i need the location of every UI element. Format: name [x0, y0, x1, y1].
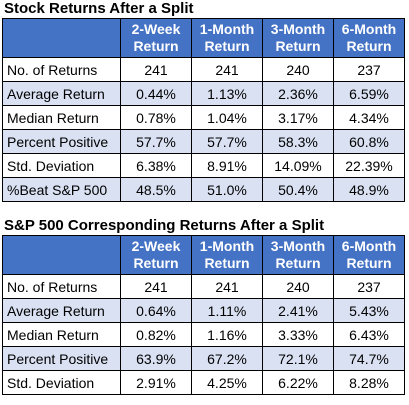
table-cell: 1.16% — [191, 322, 263, 347]
stock-returns-table: 2-Week Return 1-Month Return 3-Month Return 6-… — [2, 18, 405, 202]
sp500-returns-section: S&P 500 Corresponding Returns After a Sp… — [2, 217, 405, 395]
column-header: 1-Month Return — [191, 235, 263, 275]
table-cell: 1.04% — [191, 105, 263, 130]
row-label: Std. Deviation — [2, 153, 121, 178]
table-cell: 14.09% — [262, 153, 334, 178]
column-header: 3-Month Return — [262, 18, 334, 58]
header-row: 2-Week Return 1-Month Return 3-Month Return 6-… — [2, 18, 405, 58]
table-cell: 74.7% — [333, 346, 405, 371]
sp500-returns-table: 2-Week Return 1-Month Return 3-Month Return 6-… — [2, 235, 405, 395]
table-cell: 60.8% — [333, 129, 405, 154]
table-cell: 3.33% — [262, 322, 334, 347]
table-cell: 241 — [191, 57, 263, 82]
row-label: Std. Deviation — [2, 370, 121, 395]
table-cell: 0.64% — [120, 298, 192, 323]
column-header: 3-Month Return — [262, 235, 334, 275]
row-label: Percent Positive — [2, 129, 121, 154]
table-cell: 1.11% — [191, 298, 263, 323]
table-cell: 240 — [262, 57, 334, 82]
row-label: No. of Returns — [2, 274, 121, 299]
table-cell: 237 — [333, 57, 405, 82]
table-row: Average Return 0.64% 1.11% 2.41% 5.43% — [2, 298, 405, 323]
table-cell: 4.25% — [191, 370, 263, 395]
table-row: Median Return 0.82% 1.16% 3.33% 6.43% — [2, 322, 405, 347]
table-row: Percent Positive 63.9% 67.2% 72.1% 74.7% — [2, 346, 405, 371]
row-label: Average Return — [2, 81, 121, 106]
table-cell: 241 — [191, 274, 263, 299]
table-cell: 63.9% — [120, 346, 192, 371]
table-cell: 1.13% — [191, 81, 263, 106]
table-row: %Beat S&P 500 48.5% 51.0% 50.4% 48.9% — [2, 177, 405, 202]
column-header: 6-Month Return — [333, 18, 405, 58]
table-cell: 240 — [262, 274, 334, 299]
table-cell: 57.7% — [120, 129, 192, 154]
row-label: No. of Returns — [2, 57, 121, 82]
table-cell: 6.43% — [333, 322, 405, 347]
header-corner-cell — [2, 235, 121, 275]
table-cell: 2.91% — [120, 370, 192, 395]
table-cell: 4.34% — [333, 105, 405, 130]
stock-returns-section: Stock Returns After a Split 2-Week Return… — [2, 0, 405, 202]
table-cell: 6.59% — [333, 81, 405, 106]
table-row: No. of Returns 241 241 240 237 — [2, 274, 405, 299]
table-cell: 241 — [120, 57, 192, 82]
table-cell: 8.28% — [333, 370, 405, 395]
table-cell: 0.78% — [120, 105, 192, 130]
table-cell: 58.3% — [262, 129, 334, 154]
column-header: 2-Week Return — [120, 235, 192, 275]
table-cell: 6.38% — [120, 153, 192, 178]
table-row: No. of Returns 241 241 240 237 — [2, 57, 405, 82]
table-row: Percent Positive 57.7% 57.7% 58.3% 60.8% — [2, 129, 405, 154]
table-row: Std. Deviation 6.38% 8.91% 14.09% 22.39% — [2, 153, 405, 178]
table-cell: 237 — [333, 274, 405, 299]
table-cell: 50.4% — [262, 177, 334, 202]
table-cell: 67.2% — [191, 346, 263, 371]
table-title: Stock Returns After a Split — [4, 0, 194, 17]
table-title: S&P 500 Corresponding Returns After a Sp… — [4, 217, 325, 234]
column-header: 2-Week Return — [120, 18, 192, 58]
table-cell: 48.5% — [120, 177, 192, 202]
row-label: Percent Positive — [2, 346, 121, 371]
table-cell: 3.17% — [262, 105, 334, 130]
table-cell: 2.36% — [262, 81, 334, 106]
table-cell: 48.9% — [333, 177, 405, 202]
header-row: 2-Week Return 1-Month Return 3-Month Return 6-… — [2, 235, 405, 275]
table-cell: 72.1% — [262, 346, 334, 371]
row-label: Median Return — [2, 322, 121, 347]
row-label: Average Return — [2, 298, 121, 323]
table-cell: 0.82% — [120, 322, 192, 347]
table-row: Std. Deviation 2.91% 4.25% 6.22% 8.28% — [2, 370, 405, 395]
table-cell: 22.39% — [333, 153, 405, 178]
table-cell: 51.0% — [191, 177, 263, 202]
column-header: 6-Month Return — [333, 235, 405, 275]
table-cell: 5.43% — [333, 298, 405, 323]
table-cell: 8.91% — [191, 153, 263, 178]
table-cell: 6.22% — [262, 370, 334, 395]
column-header: 1-Month Return — [191, 18, 263, 58]
table-cell: 241 — [120, 274, 192, 299]
table-row: Median Return 0.78% 1.04% 3.17% 4.34% — [2, 105, 405, 130]
table-cell: 57.7% — [191, 129, 263, 154]
table-cell: 0.44% — [120, 81, 192, 106]
table-row: Average Return 0.44% 1.13% 2.36% 6.59% — [2, 81, 405, 106]
header-corner-cell — [2, 18, 121, 58]
table-cell: 2.41% — [262, 298, 334, 323]
row-label: %Beat S&P 500 — [2, 177, 121, 202]
row-label: Median Return — [2, 105, 121, 130]
